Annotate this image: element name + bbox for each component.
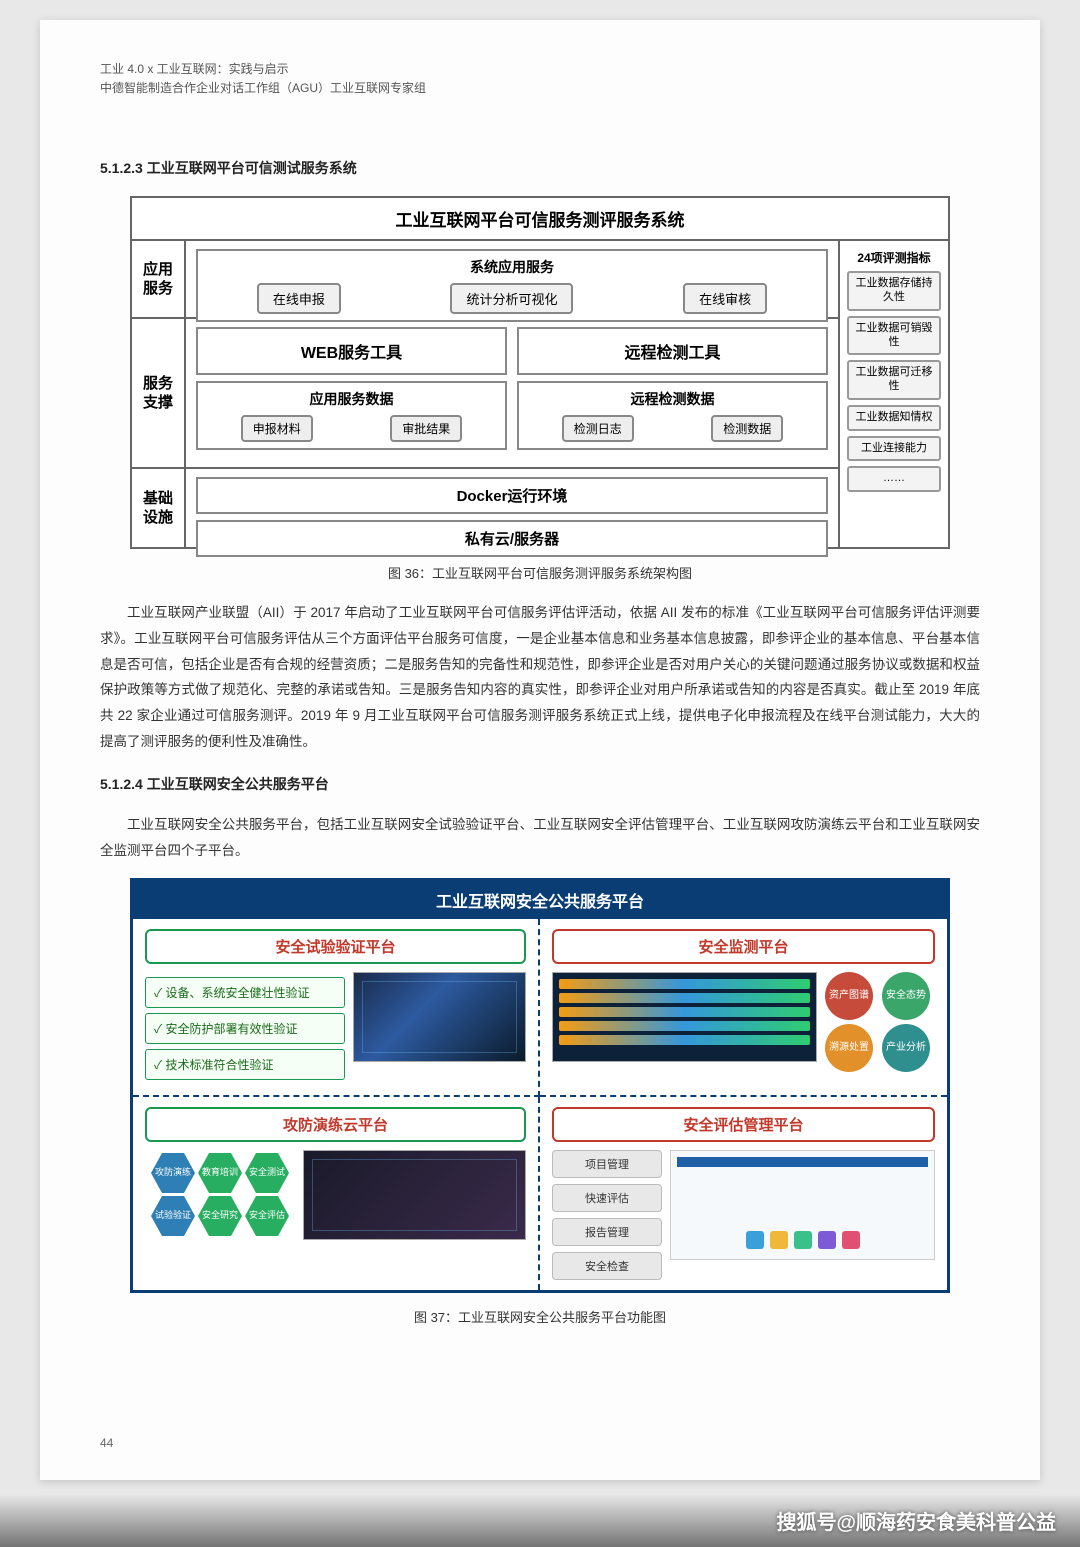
dot-icon [818, 1231, 836, 1249]
fig36-title: 工业互联网平台可信服务测评服务系统 [132, 198, 948, 241]
fig37-q2-dashboard [552, 972, 817, 1062]
running-head-line2: 中德智能制造合作企业对话工作组（AGU）工业互联网专家组 [100, 79, 980, 98]
fig37-q1-c2: ✓ 安全防护部署有效性验证 [145, 1013, 345, 1044]
fig36-metric-2: 工业数据可销毁性 [847, 316, 941, 356]
fig36-metric-4: 工业数据知情权 [847, 405, 941, 431]
fig36-svc-row1: WEB服务工具 远程检测工具 [196, 327, 828, 375]
fig36-remote-tools: 远程检测工具 [517, 327, 828, 375]
fig37-hex-1: 教育培训 [198, 1153, 242, 1193]
dot-icon [794, 1231, 812, 1249]
running-head: 工业 4.0 x 工业互联网：实践与启示 中德智能制造合作企业对话工作组（AGU… [100, 60, 980, 98]
section-title-2: 工业互联网安全公共服务平台 [147, 776, 329, 792]
fig37-q2: 安全监测平台 资产图谱 安全态势 溯源处置 产业分析 [540, 919, 947, 1097]
fig36-appdata-title: 应用服务数据 [206, 389, 497, 409]
paragraph-1: 工业互联网产业联盟（AII）于 2017 年启动了工业互联网平台可信服务评估评活… [100, 600, 980, 754]
fig37-q4-b2: 报告管理 [552, 1218, 662, 1246]
fig37-q4-btns: 项目管理 快速评估 报告管理 安全检查 [552, 1150, 662, 1280]
fig37-q3: 攻防演练云平台 攻防演练 教育培训 安全测试 试验验证 安全研究 安全评估 [133, 1097, 540, 1290]
section-title: 工业互联网平台可信测试服务系统 [147, 160, 357, 176]
fig37-q4-head: 安全评估管理平台 [552, 1107, 935, 1142]
fig37-q4-dots [681, 1231, 924, 1249]
fig36-pill-approval: 审批结果 [390, 415, 462, 442]
fig36-appdata-box: 应用服务数据 申报材料 审批结果 [196, 381, 507, 450]
fig36-pill-data: 检测数据 [711, 415, 783, 442]
fig36-pill-materials: 申报材料 [241, 415, 313, 442]
fig36-pill-log: 检测日志 [562, 415, 634, 442]
fig37-q2-circ2: 安全态势 [882, 972, 930, 1020]
section-heading-2: 5.1.2.4 工业互联网安全公共服务平台 [100, 774, 980, 794]
figure-37-diagram: 工业互联网安全公共服务平台 安全试验验证平台 ✓ 设备、系统安全健壮性验证 ✓ … [130, 878, 950, 1293]
fig37-q1-image [353, 972, 526, 1062]
fig36-infra-row: Docker运行环境 私有云/服务器 [186, 469, 838, 547]
fig36-pill-declare: 在线申报 [257, 283, 341, 314]
fig36-service-row: WEB服务工具 远程检测工具 应用服务数据 申报材料 审批结果 远程检测数 [186, 319, 838, 469]
fig36-apps-pills: 在线申报 统计分析可视化 在线审核 [206, 283, 818, 314]
fig37-q4-b0: 项目管理 [552, 1150, 662, 1178]
fig36-cloud: 私有云/服务器 [196, 520, 828, 557]
fig37-hex-4: 安全研究 [198, 1196, 242, 1236]
fig36-metric-3: 工业数据可迁移性 [847, 360, 941, 400]
fig37-q4-b3: 安全检查 [552, 1252, 662, 1280]
fig37-hex-3: 试验验证 [151, 1196, 195, 1236]
fig37-hex-0: 攻防演练 [151, 1153, 195, 1193]
fig36-svc-row2: 应用服务数据 申报材料 审批结果 远程检测数据 检测日志 检测数据 [196, 381, 828, 450]
fig36-pill-audit: 在线审核 [683, 283, 767, 314]
dot-icon [842, 1231, 860, 1249]
fig37-title: 工业互联网安全公共服务平台 [133, 881, 947, 919]
fig37-grid: 安全试验验证平台 ✓ 设备、系统安全健壮性验证 ✓ 安全防护部署有效性验证 ✓ … [133, 919, 947, 1290]
fig37-q4: 安全评估管理平台 项目管理 快速评估 报告管理 安全检查 [540, 1097, 947, 1290]
section-number: 5.1.2.3 [100, 160, 143, 176]
fig36-pill-stats: 统计分析可视化 [450, 283, 573, 314]
fig37-q4-b1: 快速评估 [552, 1184, 662, 1212]
fig37-q3-hexes: 攻防演练 教育培训 安全测试 试验验证 安全研究 安全评估 [145, 1150, 295, 1240]
fig36-body: 应用服务 服务支撑 基础设施 系统应用服务 在线申报 统计分析可视化 在线审核 [132, 241, 948, 547]
fig36-metric-ellipsis: …… [847, 466, 941, 492]
fig36-left-r1: 应用服务 [132, 241, 184, 319]
fig37-q1-head: 安全试验验证平台 [145, 929, 526, 964]
fig36-left-r3: 基础设施 [132, 469, 184, 547]
fig36-left-r2: 服务支撑 [132, 319, 184, 469]
fig37-hex-5: 安全评估 [245, 1196, 289, 1236]
fig36-left-labels: 应用服务 服务支撑 基础设施 [132, 241, 186, 547]
fig36-center: 系统应用服务 在线申报 统计分析可视化 在线审核 WEB服务工具 远程检测工具 [186, 241, 838, 547]
fig36-apps-box: 系统应用服务 在线申报 统计分析可视化 在线审核 [196, 249, 828, 322]
fig37-q4-screenshot [670, 1150, 935, 1260]
fig36-docker: Docker运行环境 [196, 477, 828, 514]
page-number: 44 [100, 1436, 113, 1450]
watermark-text: 搜狐号@顺海药安食美科普公益 [0, 1494, 1080, 1547]
fig37-hex-2: 安全测试 [245, 1153, 289, 1193]
fig37-q3-head: 攻防演练云平台 [145, 1107, 526, 1142]
fig36-metrics-col: 24项评测指标 工业数据存储持久性 工业数据可销毁性 工业数据可迁移性 工业数据… [838, 241, 948, 547]
figure-36-caption: 图 36：工业互联网平台可信服务测评服务系统架构图 [100, 563, 980, 582]
section-number-2: 5.1.2.4 [100, 776, 143, 792]
figure-36-diagram: 工业互联网平台可信服务测评服务系统 应用服务 服务支撑 基础设施 系统应用服务 … [130, 196, 950, 549]
dot-icon [770, 1231, 788, 1249]
fig37-q2-circ3: 溯源处置 [825, 1024, 873, 1072]
fig36-apps-title: 系统应用服务 [206, 257, 818, 277]
document-page: 工业 4.0 x 工业互联网：实践与启示 中德智能制造合作企业对话工作组（AGU… [40, 20, 1040, 1480]
fig36-metric-5: 工业连接能力 [847, 436, 941, 462]
fig36-remotedata-box: 远程检测数据 检测日志 检测数据 [517, 381, 828, 450]
fig37-q2-circles: 资产图谱 安全态势 溯源处置 产业分析 [825, 972, 935, 1072]
fig37-q1-c1: ✓ 设备、系统安全健壮性验证 [145, 977, 345, 1008]
fig36-metric-1: 工业数据存储持久性 [847, 271, 941, 311]
running-head-line1: 工业 4.0 x 工业互联网：实践与启示 [100, 60, 980, 79]
fig36-web-tools: WEB服务工具 [196, 327, 507, 375]
fig36-remotedata-title: 远程检测数据 [527, 389, 818, 409]
fig36-apps-row: 系统应用服务 在线申报 统计分析可视化 在线审核 [186, 241, 838, 319]
fig37-q2-circ4: 产业分析 [882, 1024, 930, 1072]
fig36-metrics-head: 24项评测指标 [857, 249, 930, 266]
paragraph-2: 工业互联网安全公共服务平台，包括工业互联网安全试验验证平台、工业互联网安全评估管… [100, 812, 980, 863]
fig37-q1-c3: ✓ 技术标准符合性验证 [145, 1049, 345, 1080]
fig37-q2-head: 安全监测平台 [552, 929, 935, 964]
figure-37-caption: 图 37：工业互联网安全公共服务平台功能图 [100, 1307, 980, 1326]
dot-icon [746, 1231, 764, 1249]
fig37-q2-circ1: 资产图谱 [825, 972, 873, 1020]
fig37-q3-image [303, 1150, 526, 1240]
fig37-q1: 安全试验验证平台 ✓ 设备、系统安全健壮性验证 ✓ 安全防护部署有效性验证 ✓ … [133, 919, 540, 1097]
section-heading-1: 5.1.2.3 工业互联网平台可信测试服务系统 [100, 158, 980, 178]
